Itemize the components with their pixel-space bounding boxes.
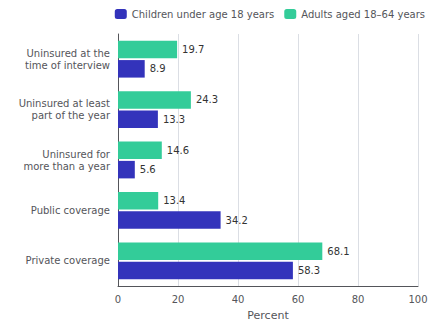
svg-text:19.7: 19.7 bbox=[182, 44, 204, 55]
svg-text:0: 0 bbox=[115, 294, 121, 305]
svg-text:Private coverage: Private coverage bbox=[26, 255, 110, 266]
svg-text:8.9: 8.9 bbox=[150, 63, 166, 74]
svg-text:80: 80 bbox=[352, 294, 365, 305]
svg-text:20: 20 bbox=[172, 294, 185, 305]
svg-text:part of the year: part of the year bbox=[32, 110, 111, 121]
svg-text:13.3: 13.3 bbox=[163, 114, 185, 125]
svg-text:68.1: 68.1 bbox=[327, 246, 349, 257]
svg-text:Percent: Percent bbox=[247, 309, 289, 322]
svg-text:100: 100 bbox=[408, 294, 427, 305]
svg-text:40: 40 bbox=[232, 294, 245, 305]
svg-text:5.6: 5.6 bbox=[140, 164, 156, 175]
svg-text:24.3: 24.3 bbox=[196, 94, 218, 105]
svg-text:34.2: 34.2 bbox=[226, 215, 248, 226]
svg-text:Children under age 18 years: Children under age 18 years bbox=[132, 9, 274, 20]
svg-text:60: 60 bbox=[292, 294, 305, 305]
svg-text:14.6: 14.6 bbox=[167, 145, 189, 156]
svg-text:Uninsured at least: Uninsured at least bbox=[19, 98, 110, 109]
svg-text:Uninsured at the: Uninsured at the bbox=[26, 48, 110, 59]
svg-text:13.4: 13.4 bbox=[163, 195, 185, 206]
svg-text:Uninsured for: Uninsured for bbox=[42, 149, 111, 160]
svg-text:Public coverage: Public coverage bbox=[31, 205, 110, 216]
svg-text:more than a year: more than a year bbox=[23, 161, 110, 172]
svg-text:58.3: 58.3 bbox=[298, 265, 320, 276]
svg-text:Adults aged 18–64 years: Adults aged 18–64 years bbox=[301, 9, 425, 20]
svg-text:time of interview: time of interview bbox=[25, 60, 110, 71]
